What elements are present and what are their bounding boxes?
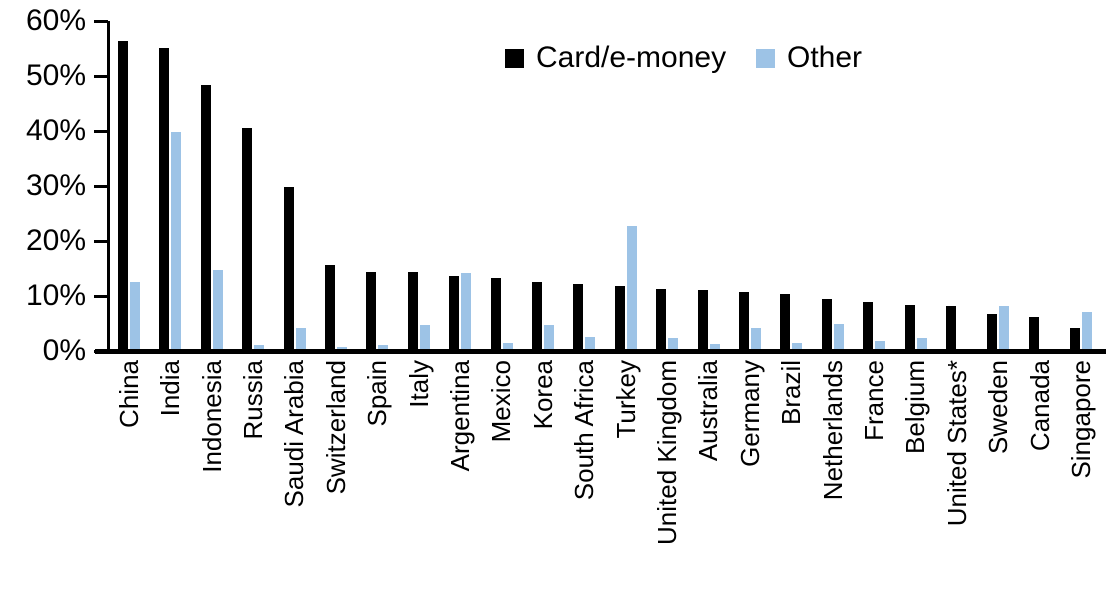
bar-other-turkey bbox=[627, 226, 637, 351]
bar-other-sweden bbox=[999, 306, 1009, 351]
legend-label-card-e-money: Card/e-money bbox=[536, 41, 727, 74]
x-axis-label-text: United States* bbox=[942, 360, 972, 527]
bar-card-e-money-united-kingdom bbox=[656, 289, 666, 351]
bar-other-singapore bbox=[1082, 312, 1092, 351]
bar-card-e-money-south-africa bbox=[573, 284, 583, 351]
bar-other-indonesia bbox=[213, 270, 223, 351]
legend-item-card-e-money: Card/e-money bbox=[505, 43, 726, 73]
y-axis-line bbox=[107, 21, 110, 353]
y-tick-label: 40% bbox=[25, 114, 86, 147]
bar-card-e-money-germany bbox=[739, 292, 749, 351]
bar-card-e-money-korea bbox=[532, 282, 542, 351]
y-tick-label: 30% bbox=[25, 169, 86, 202]
x-axis-label-text: India bbox=[155, 360, 185, 417]
y-tick bbox=[94, 185, 108, 188]
y-tick bbox=[94, 240, 108, 243]
bar-card-e-money-india bbox=[159, 48, 169, 351]
bar-other-china bbox=[130, 282, 140, 351]
y-tick bbox=[94, 295, 108, 298]
bar-card-e-money-australia bbox=[698, 290, 708, 351]
bar-other-netherlands bbox=[834, 324, 844, 351]
bar-card-e-money-china bbox=[118, 41, 128, 351]
x-axis-label-text: South Africa bbox=[569, 360, 599, 501]
bar-card-e-money-france bbox=[863, 302, 873, 351]
y-tick bbox=[94, 130, 108, 133]
bar-other-south-africa bbox=[585, 337, 595, 351]
y-tick-label: 60% bbox=[25, 4, 86, 37]
bar-other-argentina bbox=[461, 273, 471, 351]
bar-card-e-money-netherlands bbox=[822, 299, 832, 351]
bar-other-australia bbox=[710, 344, 720, 351]
bar-card-e-money-united-states- bbox=[946, 306, 956, 351]
bar-card-e-money-indonesia bbox=[201, 85, 211, 351]
bar-card-e-money-argentina bbox=[449, 276, 459, 351]
card-e-money-swatch-icon bbox=[505, 48, 524, 68]
bar-card-e-money-canada bbox=[1029, 317, 1039, 351]
bar-card-e-money-spain bbox=[366, 272, 376, 351]
x-axis-label-text: Switzerland bbox=[321, 360, 351, 495]
y-tick-label: 0% bbox=[42, 334, 86, 367]
bar-card-e-money-italy bbox=[408, 272, 418, 351]
x-axis-label-text: Sweden bbox=[983, 360, 1013, 454]
bar-other-saudi-arabia bbox=[296, 328, 306, 351]
x-axis-label-text: Belgium bbox=[900, 360, 930, 454]
bar-other-korea bbox=[544, 325, 554, 351]
bar-other-belgium bbox=[917, 338, 927, 351]
y-tick bbox=[94, 75, 108, 78]
bar-card-e-money-singapore bbox=[1070, 328, 1080, 351]
x-axis-label-text: Russia bbox=[238, 360, 268, 440]
y-tick-label: 50% bbox=[25, 59, 86, 92]
x-axis-label-text: Spain bbox=[362, 360, 392, 427]
bar-other-italy bbox=[420, 325, 430, 351]
x-axis-label-text: Singapore bbox=[1066, 360, 1096, 479]
bar-card-e-money-saudi-arabia bbox=[284, 187, 294, 351]
bar-other-brazil bbox=[792, 343, 802, 351]
bar-card-e-money-sweden bbox=[987, 314, 997, 351]
x-axis-label-text: France bbox=[859, 360, 889, 441]
bar-other-india bbox=[171, 132, 181, 351]
bar-card-e-money-brazil bbox=[780, 294, 790, 351]
x-axis-label-text: Korea bbox=[528, 360, 558, 430]
legend-item-other: Other bbox=[756, 43, 862, 73]
x-axis-label-text: Indonesia bbox=[197, 360, 227, 473]
x-axis-label-text: Germany bbox=[735, 360, 765, 467]
x-axis-label-text: Australia bbox=[693, 360, 723, 462]
y-tick-label: 20% bbox=[25, 224, 86, 257]
bar-other-mexico bbox=[503, 343, 513, 351]
bar-card-e-money-mexico bbox=[491, 278, 501, 351]
bar-card-e-money-turkey bbox=[615, 286, 625, 351]
bar-other-france bbox=[875, 341, 885, 351]
x-axis-line bbox=[95, 349, 1106, 354]
x-axis-label-text: Italy bbox=[404, 360, 434, 408]
other-swatch-icon bbox=[756, 48, 775, 68]
bar-card-e-money-russia bbox=[242, 128, 252, 351]
x-axis-label-text: Netherlands bbox=[818, 360, 848, 501]
x-axis-label-text: United Kingdom bbox=[652, 360, 682, 545]
x-axis-label-text: Canada bbox=[1025, 360, 1055, 452]
bar-other-united-kingdom bbox=[668, 338, 678, 351]
bar-other-spain bbox=[378, 345, 388, 351]
y-tick-label: 10% bbox=[25, 279, 86, 312]
legend-label-other: Other bbox=[787, 41, 863, 74]
bar-card-e-money-switzerland bbox=[325, 265, 335, 351]
x-axis-label-text: Mexico bbox=[486, 360, 516, 443]
x-axis-label-text: Saudi Arabia bbox=[279, 360, 309, 508]
bar-other-germany bbox=[751, 328, 761, 351]
plot-area bbox=[108, 21, 1104, 351]
x-axis-label-text: Brazil bbox=[776, 360, 806, 426]
bar-other-russia bbox=[254, 345, 264, 351]
x-axis-label-text: Argentina bbox=[445, 360, 475, 472]
x-axis-label-text: Turkey bbox=[611, 360, 641, 439]
y-tick bbox=[94, 20, 108, 23]
bar-card-e-money-belgium bbox=[905, 305, 915, 351]
x-axis-label-text: China bbox=[114, 360, 144, 428]
